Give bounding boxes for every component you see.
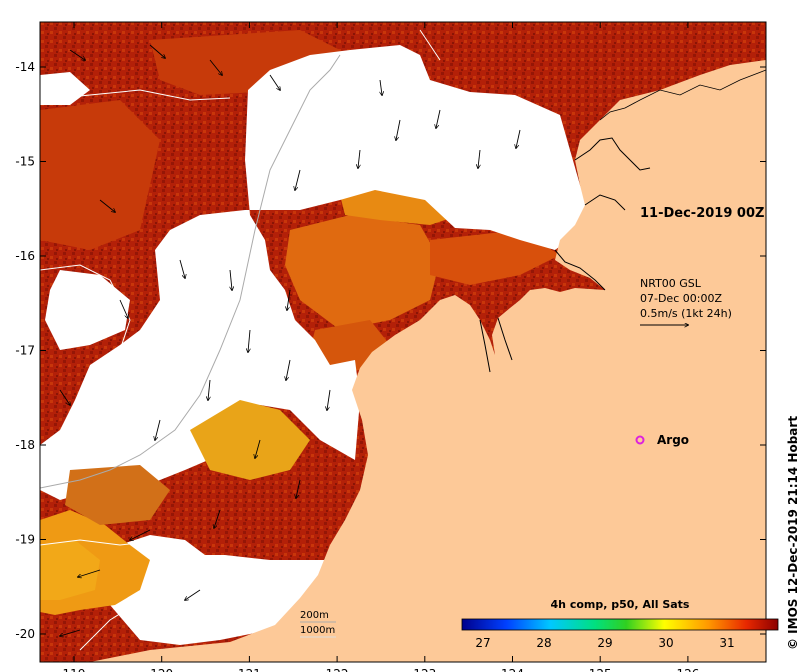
- sst-patch: [285, 215, 440, 330]
- sst-patch: [430, 230, 560, 285]
- lat-tick-label: -19: [15, 533, 35, 547]
- lon-tick-label: 120: [150, 667, 173, 672]
- lat-tick-label: -17: [15, 344, 35, 358]
- coastline: [599, 69, 766, 121]
- date-label: 11-Dec-2019 00Z: [640, 206, 765, 221]
- lon-tick-label: 125: [589, 667, 612, 672]
- current-info: NRT00 GSL 07-Dec 00:00Z 0.5m/s (1kt 24h): [640, 276, 732, 321]
- coastline: [479, 137, 651, 373]
- map-border: [39, 21, 767, 663]
- lat-tick-label: -18: [15, 438, 35, 452]
- lat-tick-label: -20: [15, 627, 35, 641]
- scale-label-1000m: 1000m: [300, 625, 336, 636]
- longitude-axis: 119 120 121 122 123 124 125 126: [63, 22, 699, 672]
- bathymetry-200m: [40, 54, 341, 489]
- colorbar-tick-label: 29: [597, 636, 612, 650]
- bathymetry-1000m: [40, 29, 441, 651]
- sst-patch-cool: [40, 540, 100, 600]
- argo-label: Argo: [657, 433, 690, 447]
- colorbar-ticks: 27 28 29 30 31: [475, 636, 734, 650]
- sst-patch-cool: [65, 465, 170, 525]
- lat-tick-label: -16: [15, 249, 35, 263]
- sst-patch: [40, 100, 160, 250]
- lon-tick-label: 122: [326, 667, 349, 672]
- current-info-line1: NRT00 GSL: [640, 277, 701, 290]
- current-vectors: [60, 44, 688, 636]
- lon-tick-label: 123: [413, 667, 436, 672]
- cloud-mask: [45, 270, 130, 350]
- legend-title: 4h comp, p50, All Sats: [550, 598, 690, 611]
- land-mass: [90, 22, 766, 662]
- argo-float-marker[interactable]: [635, 435, 645, 445]
- colorbar: [461, 618, 779, 631]
- current-info-line3: 0.5m/s (1kt 24h): [640, 307, 732, 320]
- credit-text: © IMOS 12-Dec-2019 21:14 Hobart: [786, 415, 800, 650]
- sst-patch-cool: [190, 400, 310, 480]
- scale-label-200m: 200m: [300, 610, 329, 621]
- lon-tick-label: 124: [501, 667, 524, 672]
- current-info-line2: 07-Dec 00:00Z: [640, 292, 722, 305]
- lat-tick-label: -15: [15, 155, 35, 169]
- colorbar-tick-label: 28: [536, 636, 551, 650]
- lon-tick-label: 121: [238, 667, 261, 672]
- lon-tick-label: 119: [63, 667, 86, 672]
- colorbar-tick-label: 31: [719, 636, 734, 650]
- colorbar-tick-label: 27: [475, 636, 490, 650]
- lon-tick-label: 126: [676, 667, 699, 672]
- latitude-axis: -14 -15 -16 -17 -18 -19 -20: [15, 60, 766, 641]
- colorbar-tick-label: 30: [658, 636, 673, 650]
- cloud-mask: [40, 45, 590, 500]
- lat-tick-label: -14: [15, 60, 35, 74]
